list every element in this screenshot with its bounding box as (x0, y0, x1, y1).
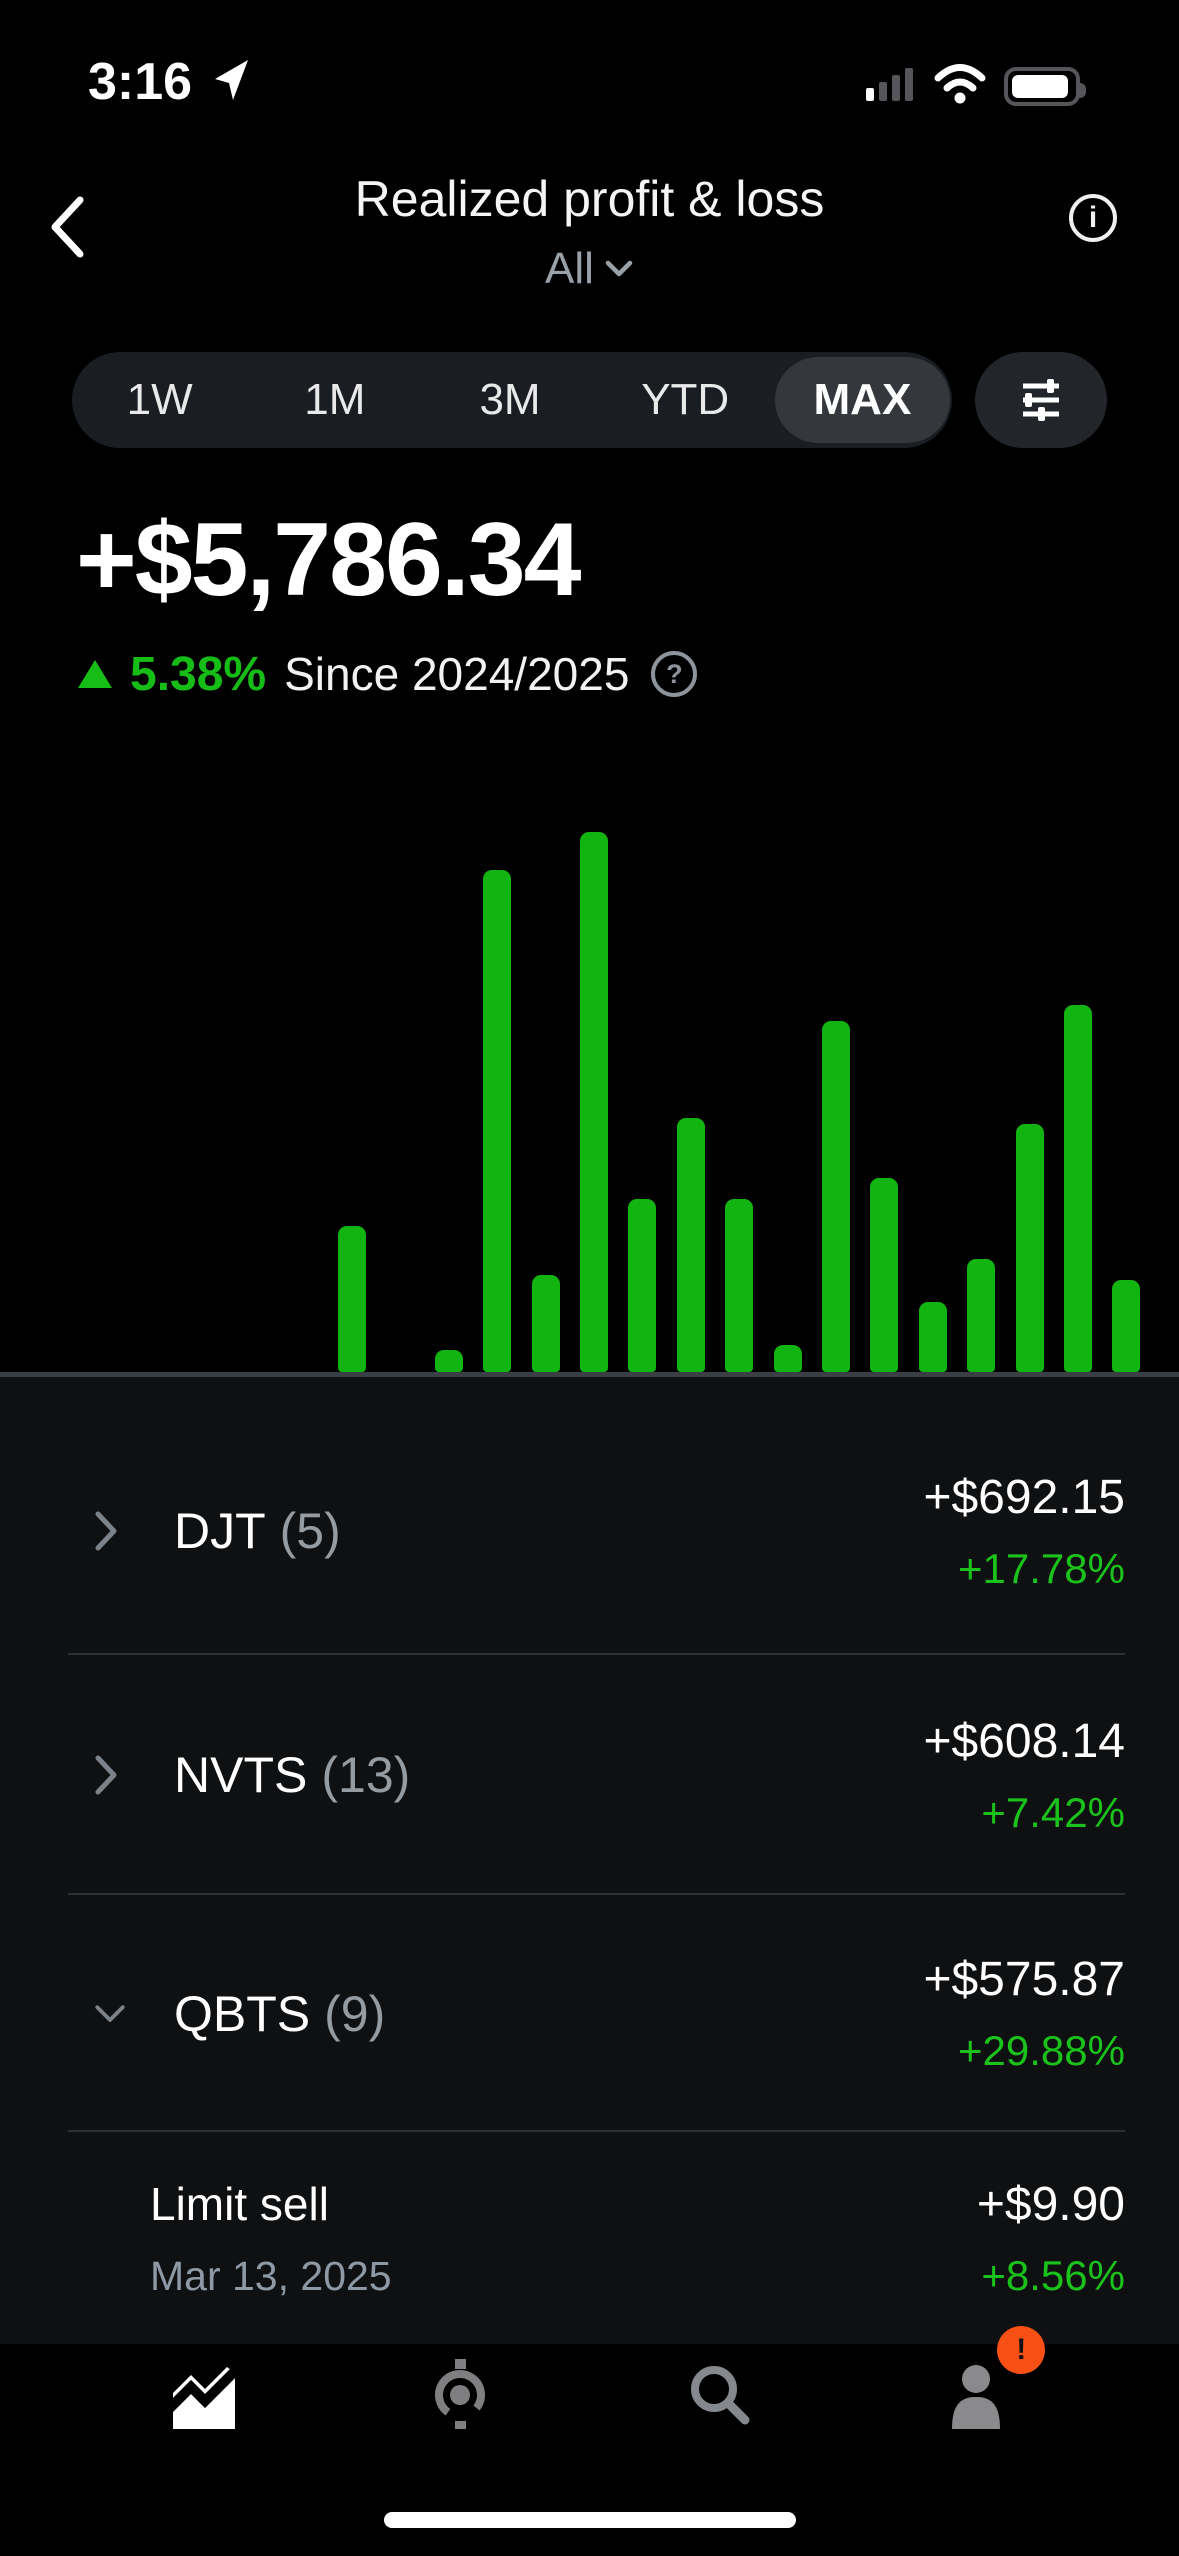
trade-row-limit-sell[interactable]: Limit sell Mar 13, 2025 +$9.90 +8.56% (0, 2132, 1179, 2344)
info-button[interactable]: i (1069, 194, 1117, 242)
trade-count: (13) (321, 1747, 411, 1803)
trade-count: (5) (279, 1503, 341, 1559)
chevron-right-icon (92, 1751, 128, 1799)
ticker-label: NVTS (174, 1747, 308, 1803)
ticker-label: QBTS (174, 1985, 311, 2042)
scope-dropdown[interactable]: All (545, 244, 634, 294)
chart-bar[interactable] (1016, 1124, 1044, 1372)
location-arrow-icon (212, 58, 252, 107)
badge-glyph: ! (1016, 2333, 1027, 2366)
battery-nub (1079, 83, 1086, 98)
trade-type: Limit sell (150, 2177, 329, 2230)
battery-icon (1004, 67, 1086, 106)
chart-bar[interactable] (483, 870, 511, 1372)
header-titles: Realized profit & loss All (0, 168, 1179, 294)
profile-icon (952, 2365, 1001, 2429)
chevron-down-icon (605, 260, 633, 277)
trade-count: (9) (324, 1985, 386, 2042)
row-percent: +29.88% (958, 2027, 1125, 2074)
row-value: +$608.14 (923, 1714, 1125, 1768)
chart-bar[interactable] (580, 832, 608, 1372)
pnl-bar-chart[interactable] (0, 812, 1179, 1372)
markets-icon (164, 2367, 235, 2429)
help-glyph: ? (666, 658, 683, 689)
row-divider (68, 2130, 1125, 2132)
chevron-right-icon (92, 1507, 128, 1555)
chart-bar[interactable] (774, 1345, 802, 1372)
tab-profile[interactable]: ! (849, 2326, 1109, 2444)
range-tab-3m[interactable]: 3M (479, 375, 541, 424)
holdings-list: DJT (5) +$692.15 +17.78% NVTS (13) +$608… (0, 1377, 1179, 2344)
chart-bar[interactable] (677, 1118, 705, 1372)
chart-bar[interactable] (435, 1350, 463, 1372)
chart-bar[interactable] (822, 1021, 850, 1372)
notification-badge: ! (997, 2326, 1046, 2374)
since-label: Since 2024/2025 (284, 648, 630, 700)
tab-crypto[interactable] (330, 2344, 590, 2444)
cellular-icon (866, 66, 916, 107)
row-divider (68, 1893, 1125, 1895)
chart-bar[interactable] (628, 1199, 656, 1372)
row-percent: +17.78% (958, 1544, 1125, 1592)
battery-fill (1012, 75, 1068, 98)
chart-bar[interactable] (919, 1302, 947, 1372)
chart-bar[interactable] (725, 1199, 753, 1372)
row-divider (68, 1653, 1125, 1655)
pnl-change-row: 5.38% Since 2024/2025 ? (78, 646, 698, 702)
filter-button[interactable] (975, 352, 1107, 448)
chart-bar[interactable] (967, 1259, 995, 1372)
range-tab-ytd[interactable]: YTD (641, 375, 730, 424)
tab-bar: ! (70, 2326, 1109, 2444)
status-bar: 3:16 (0, 52, 1179, 116)
chart-bar[interactable] (1112, 1280, 1140, 1372)
row-value: +$575.87 (923, 1953, 1125, 2006)
pnl-amount: +$5,786.34 (76, 502, 581, 618)
row-percent: +7.42% (981, 1788, 1125, 1836)
tab-markets[interactable] (70, 2344, 330, 2444)
chart-bar[interactable] (532, 1275, 560, 1372)
tab-search[interactable] (590, 2344, 850, 2444)
row-value: +$692.15 (923, 1470, 1125, 1524)
holding-row-djt[interactable]: DJT (5) +$692.15 +17.78% (0, 1377, 1179, 1655)
back-button[interactable] (48, 192, 108, 262)
range-tab-1w[interactable]: 1W (126, 375, 193, 424)
chart-bar[interactable] (870, 1178, 898, 1372)
range-selector-row: 1W 1M 3M YTD MAX (0, 352, 1179, 448)
sliders-icon (1023, 379, 1059, 421)
ticker-label: DJT (174, 1503, 266, 1559)
holding-row-qbts[interactable]: QBTS (9) +$575.87 +29.88% (0, 1895, 1179, 2132)
status-time: 3:16 (88, 53, 193, 111)
trade-date: Mar 13, 2025 (150, 2252, 392, 2299)
range-segmented-control: 1W 1M 3M YTD MAX (72, 352, 952, 448)
wifi-icon (934, 64, 986, 109)
crypto-icon (434, 2359, 485, 2429)
help-icon[interactable]: ? (651, 651, 698, 697)
home-indicator[interactable] (384, 2512, 796, 2528)
range-tab-max[interactable]: MAX (774, 357, 951, 443)
trade-percent: +8.56% (981, 2251, 1125, 2299)
pnl-change-percent: 5.38% (130, 647, 267, 701)
back-chevron-icon (51, 196, 84, 258)
chart-baseline (0, 1372, 1179, 1377)
scope-label: All (545, 244, 594, 293)
up-triangle-icon (78, 660, 112, 688)
nav-header: Realized profit & loss All i (0, 168, 1179, 308)
chart-bar[interactable] (1064, 1005, 1092, 1372)
page-title: Realized profit & loss (354, 171, 825, 227)
holding-row-nvts[interactable]: NVTS (13) +$608.14 +7.42% (0, 1655, 1179, 1895)
trade-value: +$9.90 (976, 2177, 1125, 2231)
chevron-down-icon (92, 1999, 128, 2029)
status-icons (866, 64, 1086, 109)
search-icon (691, 2366, 750, 2425)
chart-bar[interactable] (338, 1226, 366, 1372)
range-tab-1m[interactable]: 1M (304, 375, 366, 424)
info-icon: i (1088, 201, 1098, 234)
